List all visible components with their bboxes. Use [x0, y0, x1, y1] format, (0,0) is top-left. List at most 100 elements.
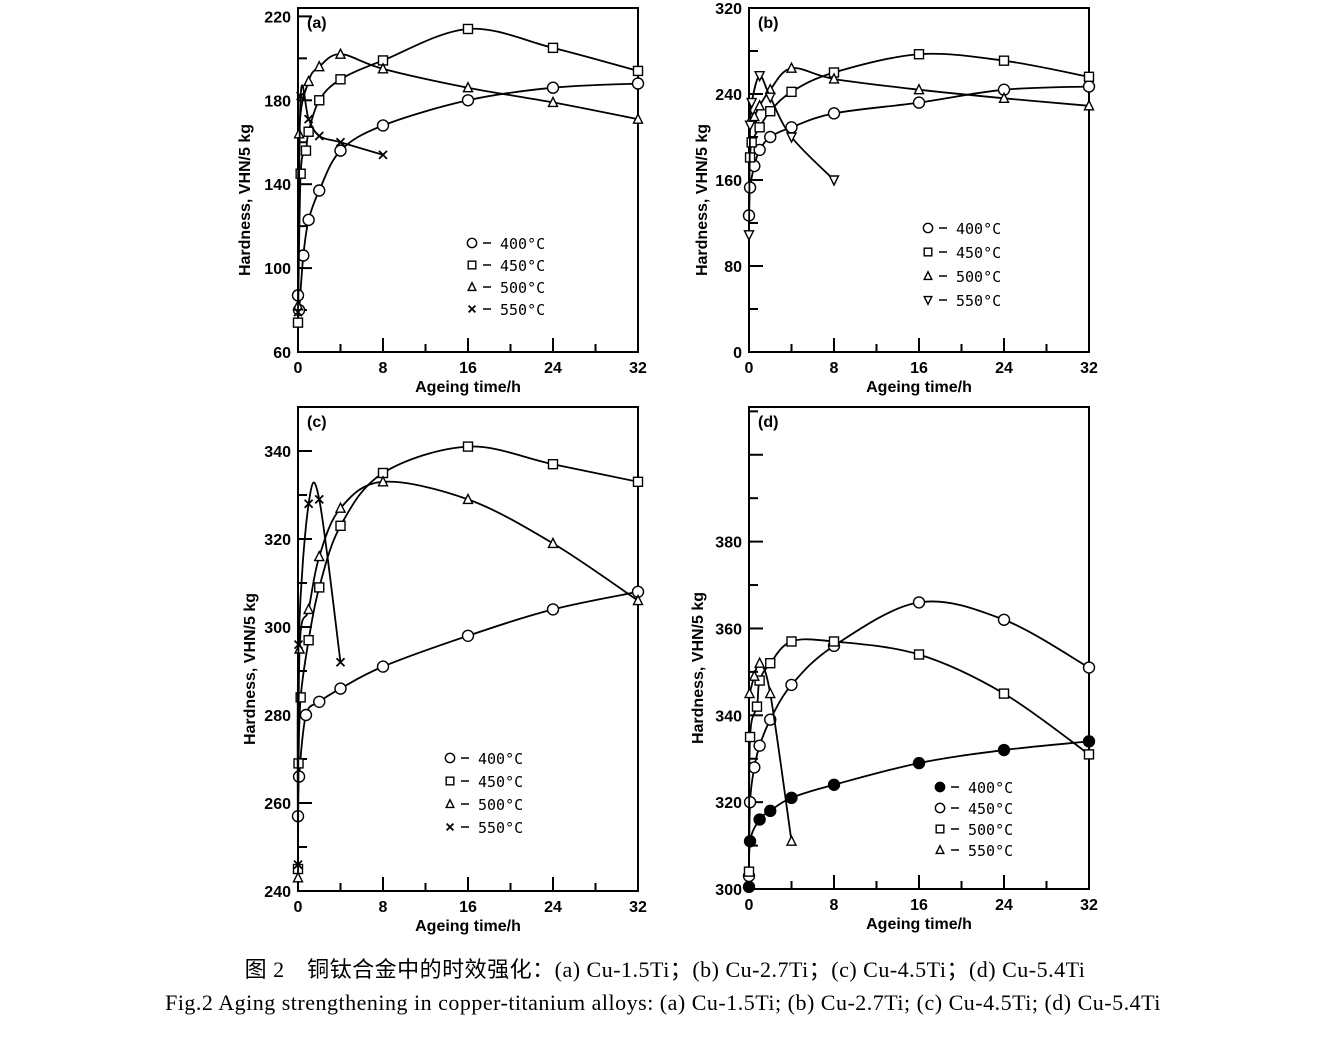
y-tick-label: 80: [724, 259, 742, 276]
plot-frame: [748, 406, 1090, 890]
data-point: [828, 175, 840, 187]
caption-en: Fig.2 Aging strengthening in copper-tita…: [165, 990, 1161, 1015]
x-tick-label: 0: [745, 897, 754, 914]
data-point: [1082, 661, 1096, 674]
data-point: [313, 60, 325, 72]
series-line: [749, 52, 1090, 158]
data-point: [753, 99, 766, 111]
data-point: [335, 520, 346, 531]
data-point: [314, 131, 324, 141]
legend-marker-triangle-down: [923, 295, 933, 306]
data-point: [785, 834, 798, 846]
data-point: [744, 120, 756, 132]
data-point: [296, 91, 306, 101]
data-point: [1082, 80, 1096, 93]
x-tick-label: 8: [379, 360, 388, 377]
legend-marker-x: [467, 304, 477, 314]
series-line: [748, 638, 1090, 872]
data-point: [748, 761, 761, 774]
data-point: [998, 55, 1010, 66]
data-point: [764, 804, 777, 818]
series-450°C: [742, 596, 1096, 883]
data-point: [1083, 71, 1095, 83]
x-tick-label: 8: [830, 897, 839, 914]
data-point: [377, 475, 389, 487]
series-line: [751, 67, 1090, 119]
data-point: [744, 731, 756, 743]
panel-c: 0 8 16 24 32 240 260 280 300 320 340 (c) Ageing time…: [242, 406, 647, 935]
legend-label: 550°C: [968, 842, 1013, 860]
data-point: [461, 629, 475, 642]
legend-label: 500°C: [478, 796, 523, 814]
series-550°C: [293, 84, 388, 317]
data-point: [376, 660, 390, 673]
data-point: [764, 92, 776, 104]
data-point: [462, 81, 474, 93]
data-point: [334, 144, 347, 157]
data-point: [785, 132, 798, 144]
data-point: [632, 65, 644, 77]
data-point: [313, 184, 326, 197]
legend-marker-triangle: [467, 281, 477, 292]
data-point: [313, 550, 325, 562]
data-point: [785, 61, 798, 73]
series-line: [748, 600, 1090, 876]
data-point: [547, 95, 559, 108]
legend-entry: 550°C: [923, 292, 1001, 310]
data-point: [299, 708, 313, 722]
series-550°C: [293, 481, 346, 870]
y-tick-label: 360: [715, 621, 742, 638]
y-tick-label: 340: [264, 444, 291, 461]
data-point: [303, 635, 314, 646]
data-point: [462, 441, 474, 452]
y-tick-label: 380: [715, 535, 742, 552]
data-point: [746, 97, 758, 110]
data-point: [376, 119, 390, 132]
x-axis-label: Ageing time/h: [866, 379, 972, 396]
legend-marker-triangle: [445, 798, 455, 809]
data-point: [786, 86, 797, 98]
x-axis-label: Ageing time/h: [415, 379, 521, 396]
legend-label: 400°C: [968, 779, 1013, 797]
data-point: [292, 317, 304, 328]
legend-label: 550°C: [500, 301, 545, 319]
data-point: [462, 492, 474, 505]
x-axis-label: Ageing time/h: [415, 918, 521, 935]
data-point: [998, 91, 1010, 103]
x-tick-label: 32: [629, 360, 647, 377]
legend-entry: 400°C: [934, 779, 1013, 797]
x-tick-label: 0: [745, 360, 754, 377]
data-point: [313, 695, 326, 708]
series-line: [748, 740, 1090, 887]
panel-label: (a): [307, 15, 327, 32]
y-tick-label: 320: [264, 532, 291, 549]
data-point: [293, 859, 303, 870]
legend-marker-square: [923, 247, 933, 257]
data-point: [765, 657, 776, 669]
data-point: [912, 96, 926, 109]
legend-entry: 500°C: [445, 796, 523, 814]
y-tick-label: 320: [715, 795, 742, 812]
data-point: [632, 112, 644, 124]
legend-label: 500°C: [500, 279, 545, 297]
data-point: [997, 743, 1011, 757]
legend-label: 500°C: [956, 268, 1001, 286]
y-axis-label: Hardness, VHN/5 kg: [242, 593, 259, 745]
data-point: [293, 639, 304, 650]
legend-marker-circle: [922, 222, 934, 234]
data-point: [753, 71, 766, 83]
data-point: [913, 649, 925, 660]
panels: 0 8 16 24 32 60 100 140 180 220 (a) Ageing time/h Ha…: [237, 1, 1098, 935]
data-point: [547, 42, 559, 54]
data-point: [827, 778, 841, 791]
y-tick-label: 320: [715, 1, 742, 18]
legend-marker-triangle: [923, 270, 933, 281]
x-tick-label: 32: [629, 899, 647, 916]
panel-label: (c): [307, 414, 327, 431]
data-point: [334, 682, 347, 695]
data-point: [785, 791, 798, 805]
caption-zh: 图 2 铜钛合金中的时效强化：(a) Cu-1.5Ti；(b) Cu-2.7Ti…: [245, 957, 1086, 982]
legend-marker-triangle: [935, 844, 945, 855]
legend-label: 400°C: [500, 235, 545, 253]
